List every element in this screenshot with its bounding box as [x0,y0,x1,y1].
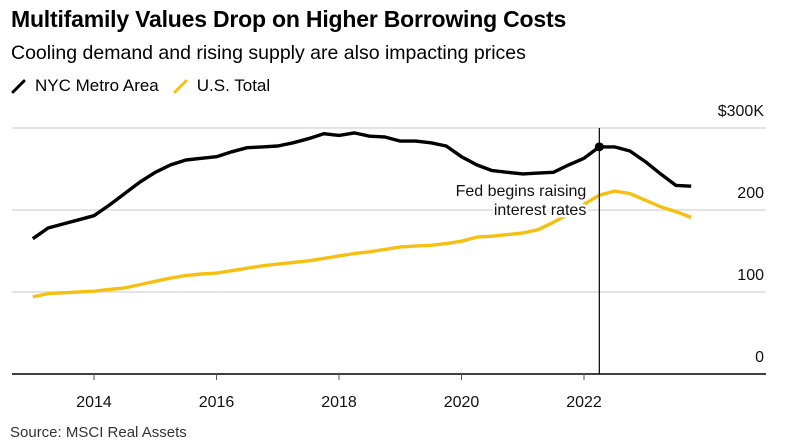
fed-rate-hike-marker [594,142,604,152]
x-tick-label: 2018 [321,394,357,411]
legend-label: U.S. Total [196,76,271,95]
line-swatch-icon [11,79,26,94]
x-tick-label: 2014 [76,394,112,411]
annotation-text: interest rates [494,202,586,219]
legend-item-us: U.S. Total [173,76,270,96]
annotation-text: Fed begins raising [456,183,587,200]
x-tick-label: 2022 [566,394,602,411]
source-note: Source: MSCI Real Assets [10,424,187,441]
legend: NYC Metro Area U.S. Total [11,76,284,96]
annotations: Fed begins raising interest rates [453,128,604,374]
gridlines [12,127,766,293]
x-tick-label: 2020 [444,394,480,411]
y-tick-label: 100 [737,267,764,284]
y-tick-label: 0 [755,349,764,366]
legend-item-nyc: NYC Metro Area [11,76,159,96]
legend-label: NYC Metro Area [35,76,159,95]
chart-subtitle: Cooling demand and rising supply are als… [11,42,526,64]
x-axis: 2014 2016 2018 2020 2022 [12,373,766,411]
legend-swatch-nyc [11,79,26,94]
series-line-nyc-metro [31,131,692,241]
x-tick-label: 2016 [199,394,235,411]
series-lines [31,131,692,299]
chart-title: Multifamily Values Drop on Higher Borrow… [11,6,567,32]
y-tick-label: $300K [718,103,765,120]
legend-swatch-us [173,79,188,94]
y-tick-label: 200 [737,185,764,202]
series-line-us-total [32,189,692,299]
line-swatch-icon [173,79,188,94]
y-axis-ticks: 0 100 200 $300K [718,103,765,366]
